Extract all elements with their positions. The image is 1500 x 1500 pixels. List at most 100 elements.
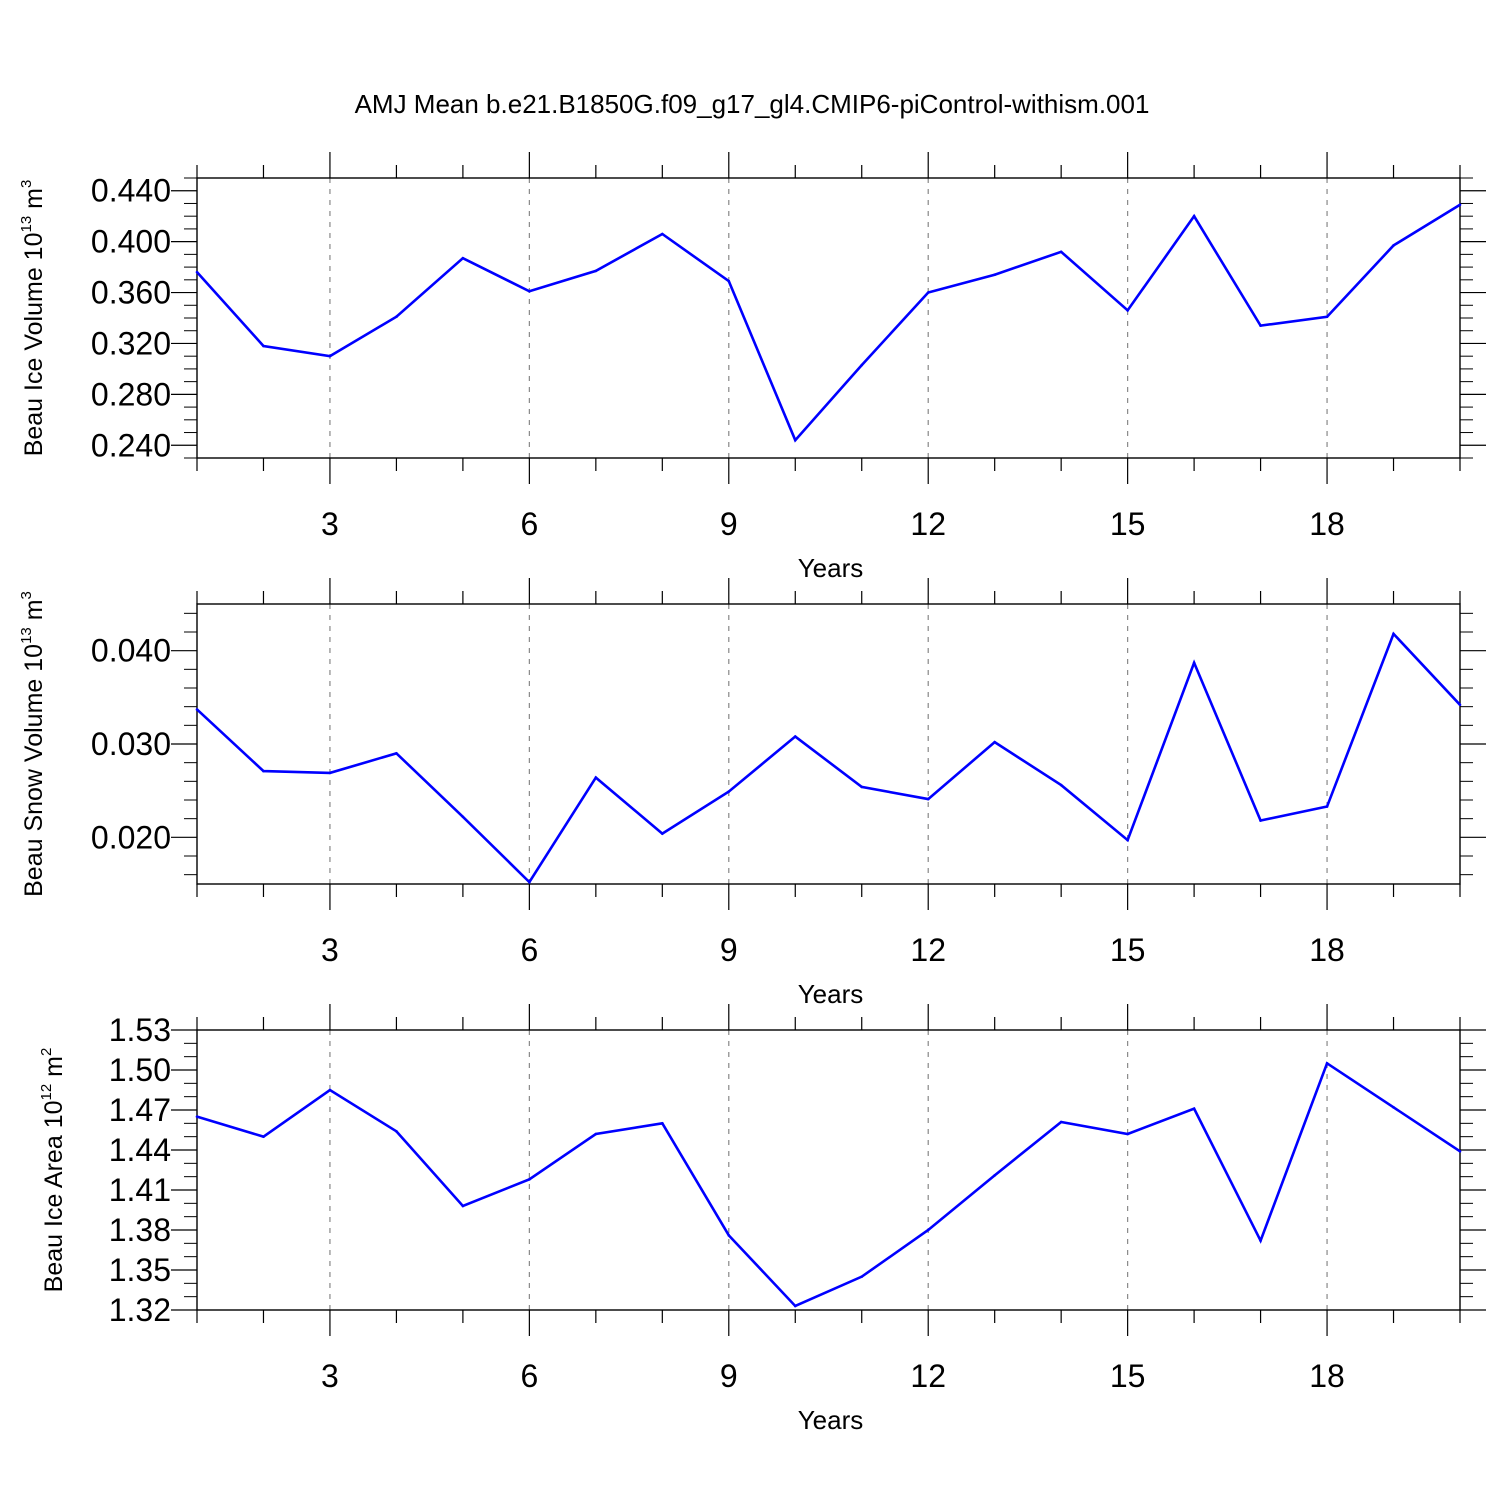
data-point — [860, 363, 864, 367]
y-tick-label: 0.240 — [91, 427, 171, 463]
series-line — [196, 203, 1461, 443]
y-axis-label-exponent: 13 — [18, 216, 35, 233]
data-point — [195, 1115, 199, 1118]
data-point — [328, 1088, 332, 1092]
data-point — [926, 291, 930, 294]
data-point — [1325, 1062, 1329, 1065]
data-point — [1458, 203, 1462, 207]
data-point — [661, 232, 664, 236]
y-axis-label: Beau Snow Volume 1013 m3 — [18, 591, 48, 897]
y-tick-label: 1.44 — [109, 1132, 171, 1168]
data-point — [1126, 1132, 1129, 1136]
panel-2: 0.020 0.030 0.040 3 6 9 12 15 18 Years Beau Snow V… — [18, 578, 1486, 1009]
data-point — [528, 880, 531, 884]
x-axis-label: Years — [798, 979, 864, 1009]
x-axis-label: Years — [798, 1405, 864, 1435]
data-point — [1259, 1239, 1262, 1242]
data-point — [1126, 838, 1129, 842]
y-axis-label: Beau Ice Area 1012 m2 — [38, 1048, 68, 1293]
x-tick-label: 6 — [520, 1358, 538, 1394]
data-point — [1458, 703, 1462, 707]
y-axis-label-text: Beau Ice Area 10 — [40, 1101, 68, 1293]
plot-frame — [196, 177, 1461, 459]
y-tick-label: 0.360 — [91, 275, 171, 311]
plot-frame — [196, 603, 1461, 885]
x-tick-label: 18 — [1309, 932, 1345, 968]
x-tick-label: 9 — [720, 932, 738, 968]
data-point — [1325, 805, 1329, 808]
data-point — [1458, 1150, 1462, 1153]
y-tick-label: 0.320 — [91, 325, 171, 361]
data-point — [594, 1132, 598, 1136]
data-point — [1192, 1107, 1196, 1110]
y-axis-label-text: Beau Ice Volume 10 — [20, 233, 48, 457]
x-tick-label: 15 — [1110, 506, 1146, 542]
data-point — [262, 769, 265, 773]
data-point — [262, 344, 265, 348]
figure-title: AMJ Mean b.e21.B1850G.f09_g17_gl4.CMIP6-… — [355, 89, 1150, 119]
data-point — [1059, 783, 1063, 787]
data-point — [461, 815, 465, 819]
data-point — [461, 1204, 465, 1208]
data-point — [793, 735, 797, 738]
data-point — [926, 1228, 930, 1232]
y-tick-label: 1.35 — [109, 1252, 171, 1288]
x-tick-label: 15 — [1110, 1358, 1146, 1394]
data-point — [661, 1122, 664, 1125]
y-axis-label-exponent: 3 — [18, 180, 35, 188]
x-tick-label: 12 — [910, 506, 946, 542]
data-point — [1192, 661, 1196, 665]
data-point — [1059, 250, 1063, 254]
y-tick-label: 0.030 — [91, 726, 171, 762]
y-tick-label: 0.400 — [91, 224, 171, 260]
data-point — [1259, 819, 1262, 822]
data-point — [594, 776, 598, 779]
panel-3: 1.32 1.35 1.38 1.41 1.44 1.47 1.50 1.53 3 6 9 12 15 1… — [38, 1004, 1486, 1435]
panels: 0.240 0.280 0.320 0.360 0.400 0.440 3 6 9 12 15 18 Y… — [18, 152, 1486, 1435]
y-tick-label: 1.53 — [109, 1012, 171, 1048]
x-tick-label: 6 — [520, 506, 538, 542]
data-point — [926, 797, 930, 801]
x-tick-label: 15 — [1110, 932, 1146, 968]
data-point — [793, 438, 797, 442]
series-line — [196, 1061, 1461, 1308]
y-tick-label: 1.32 — [109, 1292, 171, 1328]
y-axis-label: Beau Ice Volume 1013 m3 — [18, 180, 48, 457]
x-tick-label: 6 — [520, 932, 538, 968]
y-tick-label: 0.440 — [91, 173, 171, 209]
data-point — [1325, 315, 1329, 319]
y-tick-label: 0.280 — [91, 376, 171, 412]
data-point — [395, 1130, 398, 1133]
x-tick-label: 9 — [720, 506, 738, 542]
x-tick-label: 3 — [321, 1358, 339, 1394]
y-axis-label-exponent: 13 — [18, 627, 35, 644]
x-tick-label: 12 — [910, 1358, 946, 1394]
panel-1: 0.240 0.280 0.320 0.360 0.400 0.440 3 6 9 12 15 18 Y… — [18, 152, 1486, 583]
y-tick-label: 0.020 — [91, 819, 171, 855]
series-line — [196, 631, 1461, 885]
data-point — [727, 790, 731, 793]
y-tick-label: 1.41 — [109, 1172, 171, 1208]
x-tick-label: 3 — [321, 506, 339, 542]
data-point — [195, 270, 199, 274]
data-point — [1126, 309, 1129, 312]
data-point — [1392, 244, 1395, 247]
y-axis-label-text: m — [20, 188, 48, 216]
data-point — [993, 1174, 996, 1177]
data-point — [1392, 1106, 1395, 1109]
y-axis-label-exponent: 2 — [38, 1048, 55, 1056]
y-axis-label-text: m — [40, 1056, 68, 1084]
y-tick-label: 1.50 — [109, 1052, 171, 1088]
data-point — [195, 708, 199, 711]
plot-frame — [196, 1029, 1461, 1311]
data-point — [1059, 1120, 1063, 1124]
data-point — [461, 256, 465, 260]
data-point — [661, 832, 664, 835]
y-axis-label-text: m — [20, 599, 48, 627]
data-point — [1259, 324, 1262, 327]
data-point — [395, 752, 398, 755]
y-tick-label: 1.38 — [109, 1212, 171, 1248]
x-tick-label: 18 — [1309, 506, 1345, 542]
data-point — [528, 289, 531, 293]
